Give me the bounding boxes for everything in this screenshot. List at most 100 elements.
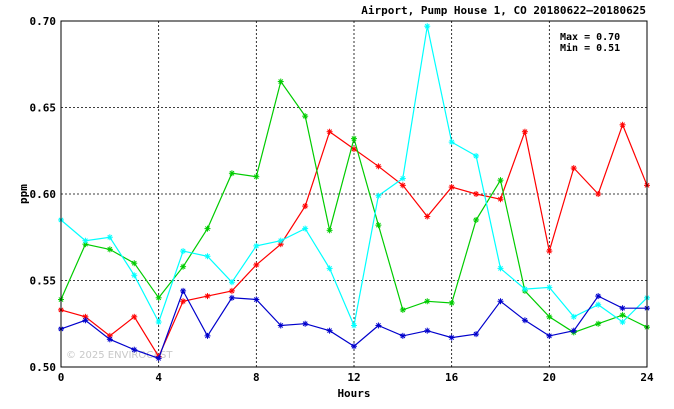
data-point [253,173,260,180]
data-point [253,296,260,303]
y-axis-label: ppm [17,184,30,204]
data-point [180,287,187,294]
y-tick-label: 0.50 [30,361,57,374]
series-4 [58,287,650,362]
x-tick-labels: 0 4 8 12 16 20 24 [58,371,654,384]
data-point [570,313,577,320]
min-annotation: Min = 0.51 [560,42,620,54]
series-group [58,23,650,362]
data-point [570,165,577,172]
data-point [473,331,480,338]
data-point [521,128,528,135]
y-tick-label: 0.70 [30,15,57,28]
watermark: © 2025 ENVIROCAST [66,350,173,361]
data-point [497,177,504,184]
data-point [595,301,602,308]
data-point [448,299,455,306]
data-point [302,225,309,232]
data-point [228,279,235,286]
data-point [277,322,284,329]
data-point [473,216,480,223]
data-point [204,225,211,232]
x-tick-label: 16 [445,371,459,384]
data-point [399,182,406,189]
data-point [570,327,577,334]
data-point [155,319,162,326]
y-tick-label: 0.55 [30,275,57,288]
data-point [424,298,431,305]
x-tick-label: 8 [253,371,260,384]
data-point [546,248,553,255]
data-point [595,293,602,300]
x-tick-label: 20 [543,371,556,384]
data-point [180,248,187,255]
data-point [619,319,626,326]
data-point [155,355,162,362]
data-point [180,263,187,270]
data-point [277,237,284,244]
data-point [277,78,284,85]
max-annotation: Max = 0.70 [560,32,620,43]
x-tick-label: 0 [58,371,65,384]
data-point [82,237,89,244]
data-point [351,322,357,329]
data-point [326,327,333,334]
data-point [131,272,138,279]
data-point [546,313,553,320]
y-tick-label: 0.65 [30,102,57,115]
data-point [326,227,333,234]
data-point [228,294,235,301]
data-point [253,242,260,249]
data-point [180,298,187,305]
data-point [82,317,89,324]
data-point [497,298,504,305]
grid-lines [61,21,647,367]
x-tick-label: 12 [347,371,360,384]
data-point [375,322,382,329]
data-point [302,320,309,327]
data-point [326,265,333,272]
data-point [546,332,553,339]
data-point [619,305,626,312]
data-point [399,306,406,313]
data-point [497,196,504,203]
data-point [619,312,626,319]
data-point [106,336,113,343]
data-point [204,332,211,339]
y-tick-label: 0.60 [30,188,57,201]
data-point [473,152,480,159]
data-point [619,121,626,128]
data-point [473,191,480,197]
data-point [228,170,235,177]
data-point [106,234,113,241]
data-point [351,343,357,350]
data-point [595,320,602,327]
data-point [302,203,309,210]
y-tick-labels: 0.50 0.55 0.60 0.65 0.70 [30,15,57,374]
data-point [546,284,553,291]
data-point [351,135,357,142]
data-point [106,246,113,253]
data-point [497,265,504,272]
data-point [351,146,357,153]
data-point [253,261,260,268]
data-point [399,332,406,339]
data-point [204,293,211,300]
x-tick-label: 24 [640,371,654,384]
data-point [131,260,138,267]
data-point [131,313,138,320]
data-point [448,139,455,146]
plot-frame [60,20,648,368]
watermark-group: © 2025 ENVIROCAST [66,350,173,361]
data-point [204,253,211,260]
data-point [302,113,309,120]
series-2 [58,78,650,336]
data-point [228,287,235,294]
data-point [448,184,455,191]
data-point [448,334,455,341]
data-point [424,23,431,30]
x-axis-label: Hours [337,387,370,400]
data-point [375,222,382,229]
data-point [375,192,382,199]
